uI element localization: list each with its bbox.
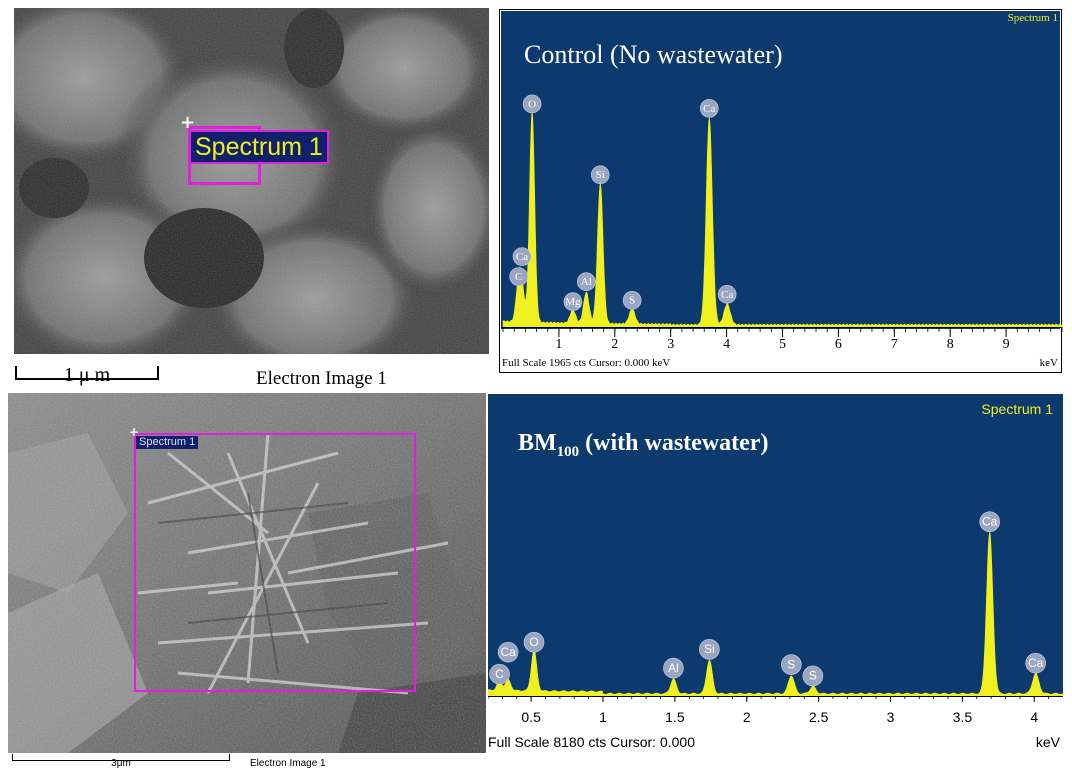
peak-marker-al xyxy=(663,657,684,679)
chart-title-main: BM xyxy=(518,430,557,456)
footer-control: Full Scale 1965 cts Cursor: 0.000 keV xyxy=(502,357,671,369)
spectrum-tag-control: Spectrum 1 xyxy=(1007,12,1058,24)
peak-label: O xyxy=(529,635,538,649)
peak-label: S xyxy=(809,669,817,683)
peak-label: Ca xyxy=(1028,656,1044,670)
peak-marker-c xyxy=(489,663,510,685)
eds-plot-area-bm100 xyxy=(488,394,1063,697)
peak-marker-ca xyxy=(497,641,519,663)
spectrum-label-bm100: Spectrum 1 xyxy=(136,436,199,449)
chart-title-control: Control (No wastewater) xyxy=(524,40,783,69)
peak-label: Ca xyxy=(500,645,516,659)
peak-marker-o xyxy=(522,94,542,114)
x-tick-label: 9 xyxy=(1003,337,1010,352)
sem-image-bm100 xyxy=(8,393,486,753)
peak-label: Ca xyxy=(516,251,528,263)
peak-label: C xyxy=(515,271,522,283)
x-tick-label: 2 xyxy=(611,337,618,352)
spectrum-tag-bm100: Spectrum 1 xyxy=(981,401,1053,417)
x-tick-label: 3.5 xyxy=(953,709,973,725)
spectrum-trace xyxy=(488,531,1063,697)
x-tick-label: 8 xyxy=(947,337,954,352)
peak-label: Ca xyxy=(982,514,998,528)
x-tick-label: 1 xyxy=(599,709,607,725)
eds-panel-control: 1 2 3 4 5 6 7 8 9 C Ca O Mg Al Si S Ca Ca Control (No was… xyxy=(499,9,1063,373)
unit-label-control: keV xyxy=(1039,357,1058,369)
scale-bar-bm100 xyxy=(12,754,230,761)
peak-label: Ca xyxy=(703,103,715,115)
x-tick-label: 4 xyxy=(723,337,730,352)
peak-marker-o xyxy=(523,631,545,653)
spectrum-trace xyxy=(502,110,1063,328)
peak-marker-s xyxy=(622,290,642,310)
peak-marker-s xyxy=(781,654,802,675)
x-tick-label: 2.5 xyxy=(809,709,829,725)
x-tick-label: 6 xyxy=(835,337,842,352)
sem-texture-bm100 xyxy=(8,393,486,753)
peak-label: C xyxy=(495,667,504,681)
chart-title-sub: 100 xyxy=(556,443,580,460)
eds-panel-bm100: 0.5 1 1.5 2 2.5 3 3.5 4 C Ca O Al Si S S Ca Ca BM100 (wi… xyxy=(488,394,1063,753)
peak-marker-mg xyxy=(563,292,583,312)
peak-label: Mg xyxy=(565,296,581,308)
scale-label-bm100: 3μm xyxy=(111,758,131,769)
peak-marker-ca xyxy=(717,285,737,304)
peak-label: S xyxy=(629,295,635,307)
chart-title-rest: (with wastewater) xyxy=(579,430,769,456)
chart-title-bm100: BM100 (with wastewater) xyxy=(518,430,768,461)
peak-marker-ca xyxy=(1025,652,1046,674)
peak-marker-c xyxy=(509,267,528,286)
spectrum-label-control: Spectrum 1 xyxy=(191,130,329,164)
peak-marker-s xyxy=(802,665,824,687)
peak-label: O xyxy=(528,98,536,110)
sem-image-control xyxy=(14,8,489,354)
x-tick-label: 4 xyxy=(1030,709,1038,725)
peak-label: Si xyxy=(704,642,715,656)
x-tick-label: 7 xyxy=(891,337,898,352)
scale-bar-control xyxy=(15,366,159,380)
x-tick-label: 3 xyxy=(667,337,674,352)
peak-label: Ca xyxy=(721,289,733,301)
caption-bm100: Electron Image 1 xyxy=(250,758,326,769)
x-tick-label: 1.5 xyxy=(665,709,685,725)
x-tick-label: 5 xyxy=(779,337,786,352)
peak-label: Al xyxy=(668,661,679,675)
unit-label-bm100: keV xyxy=(1035,734,1060,750)
crosshair-icon: + xyxy=(129,425,140,439)
x-tick-label: 2 xyxy=(743,709,751,725)
x-tick-label: 3 xyxy=(887,709,895,725)
peak-marker-ca xyxy=(699,99,719,118)
peak-marker-ca xyxy=(512,247,532,266)
caption-control: Electron Image 1 xyxy=(256,368,387,389)
scale-label-control: 1 μ m xyxy=(63,364,111,386)
peak-marker-si xyxy=(590,165,610,185)
x-tick-label: 1 xyxy=(555,337,562,352)
peak-marker-al xyxy=(576,272,596,292)
crosshair-icon: + xyxy=(180,112,196,133)
sem-texture-control xyxy=(14,8,489,354)
peak-marker-si xyxy=(699,639,720,660)
spectrum-region-box-bm100[interactable] xyxy=(134,433,416,692)
footer-bm100: Full Scale 8180 cts Cursor: 0.000 xyxy=(488,734,695,750)
x-tick-label: 0.5 xyxy=(521,709,541,725)
peak-marker-ca xyxy=(979,511,1000,532)
eds-chart-bm100: 0.5 1 1.5 2 2.5 3 3.5 4 C Ca O Al Si SS Ca Ca xyxy=(488,511,1063,725)
peak-label: S xyxy=(787,657,795,671)
peak-label: Si xyxy=(596,169,605,181)
peak-label: Al xyxy=(581,276,592,288)
